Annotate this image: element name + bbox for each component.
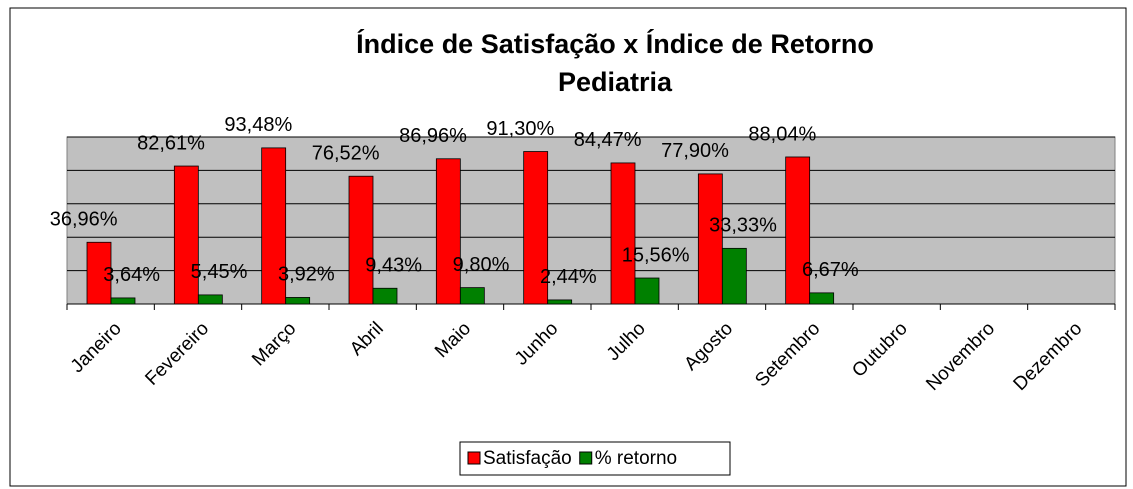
data-label: 9,43%	[365, 255, 422, 277]
bar	[634, 277, 660, 305]
bar	[547, 299, 573, 305]
legend-label: % retorno	[595, 448, 677, 469]
data-label: 91,30%	[486, 118, 554, 140]
data-label: 5,45%	[191, 261, 248, 283]
legend-swatch	[467, 451, 481, 465]
plot-area	[66, 136, 1116, 305]
legend-swatch	[579, 451, 593, 465]
bar	[86, 241, 112, 305]
bar	[809, 292, 835, 305]
data-label: 86,96%	[399, 125, 467, 147]
data-label: 9,80%	[453, 254, 510, 276]
data-label: 15,56%	[622, 244, 690, 266]
legend-label: Satisfação	[483, 448, 572, 469]
chart-subtitle: Pediatria	[558, 67, 673, 97]
data-label: 2,44%	[540, 266, 597, 288]
bar	[173, 165, 199, 305]
data-label: 88,04%	[748, 123, 816, 145]
bar	[285, 297, 311, 305]
bar	[372, 287, 398, 305]
bar	[721, 247, 747, 305]
data-label: 33,33%	[709, 215, 777, 237]
bar	[610, 162, 636, 305]
bar	[435, 158, 461, 305]
data-label: 3,64%	[103, 264, 160, 286]
bar	[523, 151, 549, 305]
data-label: 3,92%	[278, 264, 335, 286]
bar	[785, 156, 811, 305]
data-label: 6,67%	[802, 259, 859, 281]
bar	[459, 287, 485, 305]
bar	[261, 147, 287, 305]
bar	[197, 294, 223, 305]
data-label: 36,96%	[50, 209, 118, 231]
chart-title: Índice de Satisfação x Índice de Retorno	[356, 28, 874, 59]
data-label: 93,48%	[224, 114, 292, 136]
bar	[697, 173, 723, 305]
data-label: 84,47%	[574, 129, 642, 151]
data-label: 76,52%	[312, 142, 380, 164]
data-label: 77,90%	[661, 140, 729, 162]
legend-box	[459, 441, 731, 476]
bar	[110, 297, 136, 305]
data-label: 82,61%	[137, 132, 205, 154]
bar	[348, 175, 374, 305]
